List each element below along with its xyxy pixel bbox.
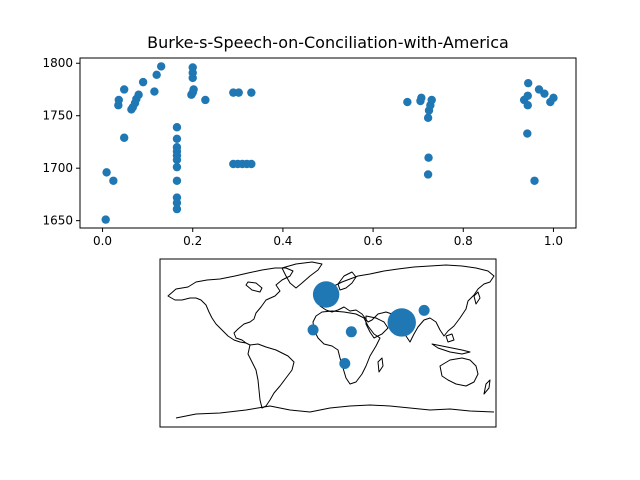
plot-frame [79, 57, 577, 229]
coastline-south-america [247, 343, 295, 409]
x-tick-label: 0.0 [93, 234, 112, 248]
scatter-point [172, 176, 182, 185]
y-tick-label: 1800 [42, 56, 73, 70]
y-tick-label: 1750 [42, 109, 73, 123]
coastline-scandinavia [337, 271, 357, 291]
map-frame [159, 258, 497, 428]
x-tick-label: 0.4 [273, 234, 292, 248]
scatter-point [109, 176, 118, 185]
y-tick-label: 1700 [42, 161, 73, 175]
scatter-point [423, 170, 433, 179]
coastline-australia [439, 357, 479, 387]
scatter-point [172, 134, 182, 144]
scatter-point [234, 88, 243, 97]
scatter-point [101, 215, 110, 224]
scatter-point [172, 162, 182, 172]
scatter-point [119, 85, 129, 94]
scatter-point [549, 93, 558, 103]
coastlines [167, 261, 495, 419]
x-tick-label: 0.2 [183, 234, 202, 248]
scatter-point [247, 88, 256, 97]
y-tick-label: 1650 [42, 214, 73, 228]
scatter-point [524, 78, 533, 88]
coastline-north-america [167, 267, 294, 346]
scatter-point [150, 87, 159, 96]
scatter-point [156, 62, 166, 71]
scatter-point [152, 70, 161, 79]
scatter-point [189, 85, 198, 94]
map-bubble [307, 324, 319, 336]
coastline-hudson-bay [245, 281, 263, 293]
scatter-point [119, 133, 129, 142]
scatter-point [102, 168, 111, 177]
coastline-antarctica [175, 404, 495, 419]
chart-title: Burke-s-Speech-on-Conciliation-with-Amer… [147, 33, 509, 52]
coastline-japan [473, 291, 481, 305]
scatter-point [201, 95, 210, 105]
map-bubble [418, 304, 430, 316]
x-tick-label: 0.8 [454, 234, 473, 248]
scatter-point [427, 95, 436, 105]
coastline-arabia [365, 315, 389, 339]
map-bubble [387, 308, 416, 337]
scatter-point [523, 91, 532, 100]
coastline-madagascar [377, 357, 384, 373]
scatter-point [172, 198, 182, 208]
map-points [307, 281, 430, 370]
scatter-point [114, 95, 123, 105]
scatter-point [417, 93, 426, 103]
coastline-indonesia [431, 343, 471, 355]
scatter-point [172, 204, 182, 214]
x-tick-label: 1.0 [544, 234, 563, 248]
coastline-new-zealand [483, 379, 491, 395]
coastline-africa [312, 310, 381, 385]
map-bubble [339, 358, 351, 370]
map-chart [159, 258, 497, 428]
scatter-point [138, 77, 148, 87]
scatter-point [530, 176, 539, 185]
scatter-point [523, 129, 532, 138]
scatter-point [172, 123, 182, 132]
coastline-greenland [281, 261, 323, 289]
scatter-point [247, 159, 256, 169]
scatter-point [172, 155, 182, 164]
scatter-point [403, 97, 412, 107]
scatter-point [134, 90, 143, 99]
scatter-point [523, 101, 532, 110]
y-axis: 1650 1700 1750 1800 [42, 56, 80, 228]
scatter-point [423, 113, 433, 123]
scatter-chart: Burke-s-Speech-on-Conciliation-with-Amer… [42, 33, 577, 248]
map-bubble [345, 326, 357, 338]
scatter-point [424, 153, 433, 162]
map-bubble [312, 281, 340, 308]
coastline-eurasia [319, 264, 495, 343]
x-tick-label: 0.6 [364, 234, 383, 248]
scatter-points [101, 62, 558, 224]
scatter-point [188, 63, 197, 72]
scatter-point [540, 89, 549, 98]
coastline-borneo [445, 333, 455, 343]
x-axis: 0.0 0.2 0.4 0.6 0.8 1.0 [93, 228, 563, 248]
